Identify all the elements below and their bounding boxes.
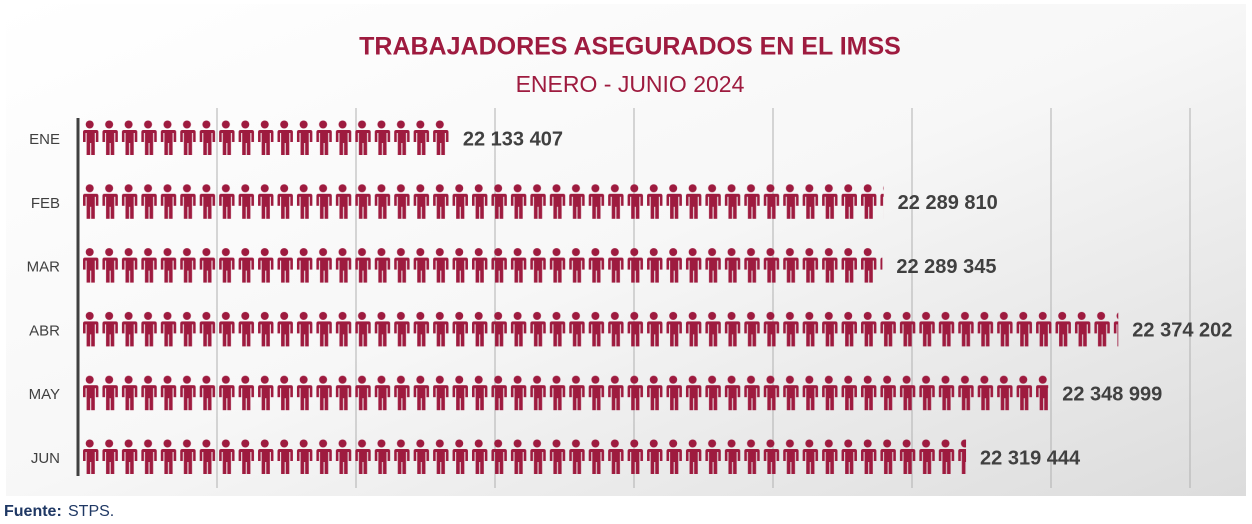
value-label: 22 374 202 [1132, 320, 1232, 342]
bar [80, 183, 884, 220]
y-tick-label: FEB [31, 195, 60, 212]
y-tick-label: JUN [31, 450, 60, 467]
value-label: 22 289 345 [896, 256, 996, 278]
chart-subtitle: ENERO - JUNIO 2024 [516, 71, 745, 97]
bar [80, 120, 449, 156]
bar [80, 375, 1049, 412]
source-text: STPS. [68, 503, 114, 520]
value-label: 22 319 444 [980, 447, 1081, 469]
y-tick-label: MAR [27, 259, 61, 276]
source-label: Fuente: [4, 503, 62, 520]
bar [80, 439, 967, 475]
value-label: 22 348 999 [1062, 383, 1162, 405]
chart-title: TRABAJADORES ASEGURADOS EN EL IMSS [359, 33, 901, 61]
bar [80, 247, 883, 284]
bar [80, 311, 1119, 348]
y-tick-label: ENE [29, 131, 60, 148]
y-tick-label: ABR [29, 322, 60, 339]
value-label: 22 289 810 [898, 192, 998, 214]
y-tick-label: MAY [29, 386, 60, 403]
value-label: 22 133 407 [463, 128, 563, 150]
